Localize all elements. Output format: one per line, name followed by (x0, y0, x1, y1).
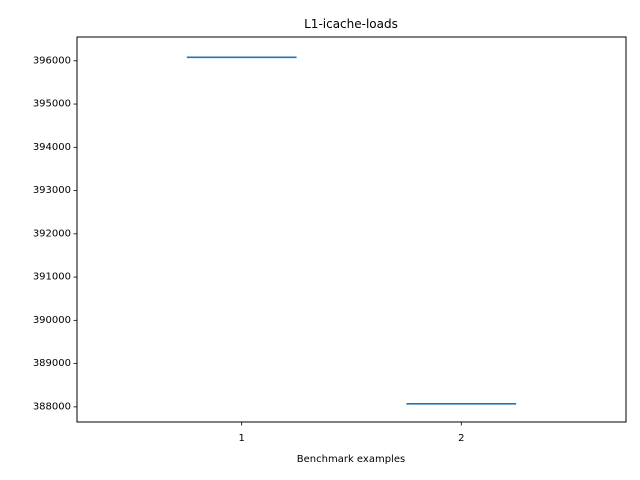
y-tick-label: 391000 (33, 272, 71, 283)
plot-marks (186, 56, 517, 405)
y-tick-label: 395000 (33, 99, 71, 110)
plot-frame (76, 36, 627, 423)
y-tick-label: 396000 (33, 55, 71, 66)
y-axis: 388000 389000 390000 391000 392000 393000 3940… (33, 55, 77, 412)
chart-title: L1-icache-loads (304, 17, 398, 31)
y-tick-label: 393000 (33, 185, 71, 196)
y-tick-label: 392000 (33, 228, 71, 239)
y-tick-label: 394000 (33, 142, 71, 153)
x-axis-label: Benchmark examples (297, 454, 405, 465)
y-tick-label: 388000 (33, 401, 71, 412)
x-tick-label: 1 (239, 433, 245, 444)
x-tick-label: 2 (458, 433, 464, 444)
y-tick-label: 389000 (33, 358, 71, 369)
y-tick-label: 390000 (33, 315, 71, 326)
